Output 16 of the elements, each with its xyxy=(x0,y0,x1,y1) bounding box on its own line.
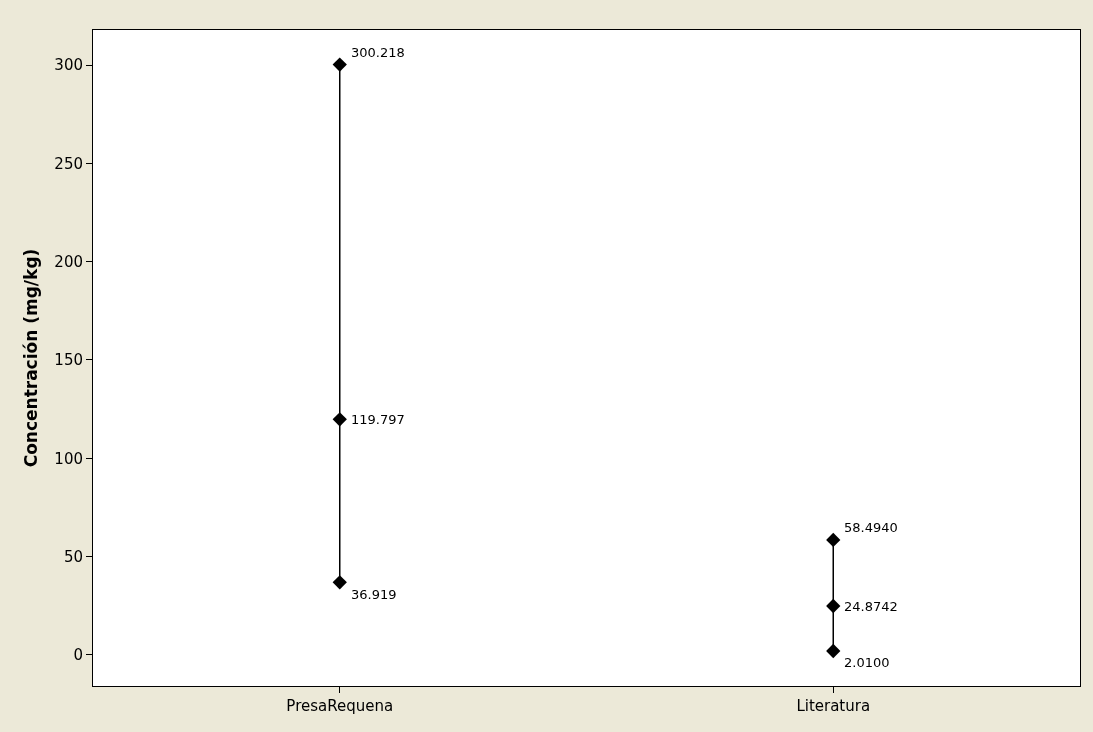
data-label: 2.0100 xyxy=(844,655,890,670)
data-label: 58.4940 xyxy=(844,520,898,535)
data-label: 24.8742 xyxy=(844,599,898,614)
y-axis-title: Concentración (mg/kg) xyxy=(20,248,41,468)
y-tick-label: 200 xyxy=(54,252,83,271)
y-tick-label: 250 xyxy=(54,154,83,173)
y-tick-label: 100 xyxy=(54,449,83,468)
data-label: 119.797 xyxy=(351,412,405,427)
x-tick-label: Literatura xyxy=(796,697,871,715)
y-tick-label: 150 xyxy=(54,351,83,370)
x-tick-label: PresaRequena xyxy=(286,697,394,715)
y-tick-label: 50 xyxy=(63,547,83,566)
data-label: 36.919 xyxy=(351,587,397,602)
y-tick-label: 300 xyxy=(54,56,83,75)
y-tick-label: 0 xyxy=(73,646,83,665)
data-label: 300.218 xyxy=(351,45,405,60)
